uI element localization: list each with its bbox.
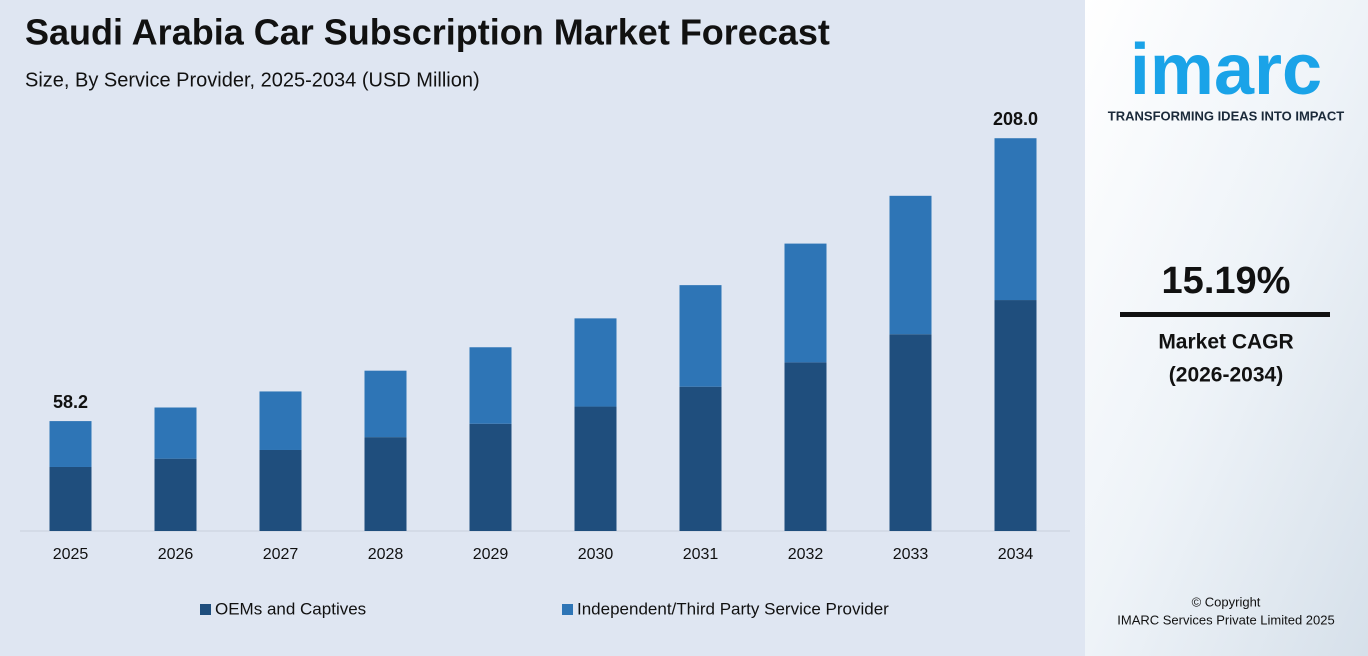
legend-swatch: [562, 604, 573, 615]
x-tick-label: 2034: [998, 546, 1034, 563]
bar-segment: [889, 334, 932, 531]
x-tick-label: 2027: [263, 546, 299, 563]
x-tick-label: 2032: [788, 546, 824, 563]
total-label: 208.0: [993, 109, 1038, 129]
bar-segment: [784, 362, 827, 531]
x-tick-label: 2031: [683, 546, 719, 563]
cagr-period: (2026-2034): [1169, 364, 1283, 387]
bar-segment: [49, 421, 92, 467]
bar-segment: [574, 406, 617, 531]
bar-segment: [994, 300, 1037, 531]
bar-segment: [784, 243, 827, 363]
bar-segment: [469, 423, 512, 531]
bar-segment: [469, 347, 512, 424]
legend-swatch: [200, 604, 211, 615]
legend-label: Independent/Third Party Service Provider: [577, 599, 889, 618]
bar-segment: [679, 386, 722, 531]
chart-subtitle: Size, By Service Provider, 2025-2034 (US…: [25, 69, 480, 91]
x-tick-label: 2026: [158, 546, 194, 563]
bar-segment: [259, 391, 302, 450]
cagr-value: 15.19%: [1162, 260, 1291, 302]
x-tick-label: 2029: [473, 546, 509, 563]
bar-segment: [889, 195, 932, 335]
cagr-label: Market CAGR: [1158, 331, 1293, 354]
legend-label: OEMs and Captives: [215, 599, 366, 618]
x-tick-label: 2025: [53, 546, 89, 563]
logo: imarc: [1130, 30, 1322, 110]
total-label: 58.2: [53, 392, 88, 412]
chart-title: Saudi Arabia Car Subscription Market For…: [25, 12, 830, 53]
bar-segment: [679, 285, 722, 387]
x-tick-label: 2033: [893, 546, 929, 563]
divider: [1120, 312, 1330, 317]
side-panel: [1085, 0, 1368, 656]
bar-segment: [994, 138, 1037, 301]
bar-segment: [259, 449, 302, 531]
copyright-holder: IMARC Services Private Limited 2025: [1117, 612, 1334, 627]
x-tick-label: 2030: [578, 546, 614, 563]
bar-segment: [154, 458, 197, 531]
copyright: © Copyright: [1192, 594, 1261, 609]
bar-segment: [574, 318, 617, 407]
x-tick-label: 2028: [368, 546, 404, 563]
bar-segment: [49, 466, 92, 531]
bar-segment: [154, 407, 197, 459]
bar-segment: [364, 437, 407, 531]
bar-segment: [364, 370, 407, 438]
tagline: TRANSFORMING IDEAS INTO IMPACT: [1108, 108, 1344, 123]
